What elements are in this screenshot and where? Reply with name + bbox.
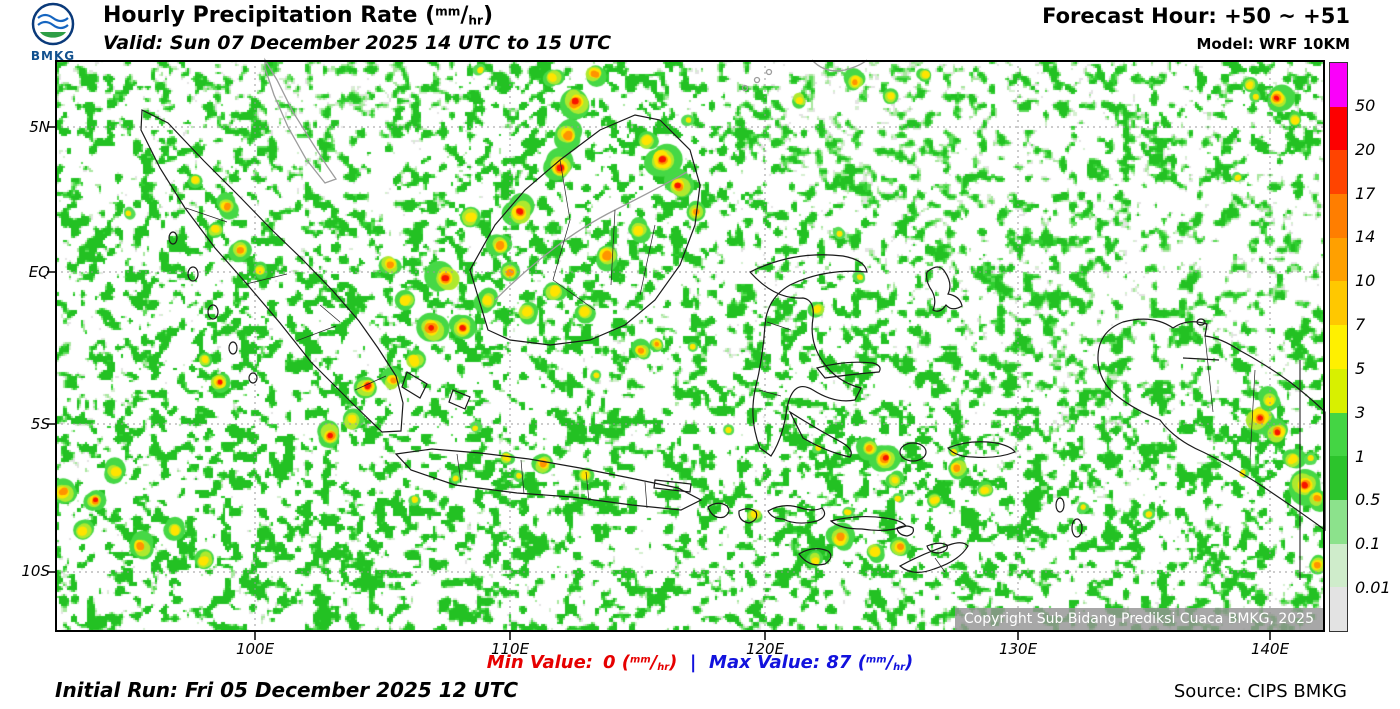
colorbar-segment bbox=[1330, 237, 1347, 282]
copyright-note: Copyright Sub Bidang Prediksi Cuaca BMKG… bbox=[954, 608, 1323, 630]
minmax-sep-wrap: | bbox=[684, 652, 703, 673]
bmkg-logo-icon bbox=[31, 2, 75, 46]
minmax-line: Min Value: 0 (mm/hr) | Max Value: 87 (mm/… bbox=[0, 652, 1400, 673]
lat-label-5s: 5S bbox=[30, 415, 50, 433]
max-value-label: Max Value: bbox=[709, 652, 821, 673]
valid-time: Valid: Sun 07 December 2025 14 UTC to 15… bbox=[103, 32, 612, 54]
lon-label-110e: 110E bbox=[490, 640, 530, 658]
minmax-min: Min Value: 0 (mm/hr) bbox=[487, 652, 678, 673]
unit-open: ( bbox=[425, 3, 436, 28]
colorbar-label: 1 bbox=[1355, 446, 1366, 466]
colorbar-segment bbox=[1330, 150, 1347, 195]
colorbar-segment bbox=[1330, 587, 1347, 631]
lat-label-5n: 5N bbox=[29, 118, 50, 136]
colorbar-segment bbox=[1330, 412, 1347, 457]
bmkg-logo: BMKG bbox=[12, 1, 94, 63]
lon-label-120e: 120E bbox=[745, 640, 785, 658]
colorbar-segment bbox=[1330, 499, 1347, 544]
colorbar-segment bbox=[1330, 63, 1347, 107]
precipitation-canvas bbox=[55, 60, 1325, 632]
model-label: Model: WRF 10KM bbox=[1196, 35, 1351, 53]
unit-close: ) bbox=[905, 652, 914, 673]
lon-label-100e: 100E bbox=[235, 640, 275, 658]
max-value: 87 bbox=[826, 652, 852, 673]
lon-label-130e: 130E bbox=[998, 640, 1038, 658]
unit-slash: / bbox=[650, 652, 658, 673]
unit-sup: mm bbox=[630, 654, 651, 666]
colorbar-label: 7 bbox=[1355, 315, 1366, 335]
colorbar-label: 20 bbox=[1355, 139, 1376, 159]
colorbar-label: 14 bbox=[1355, 227, 1376, 247]
unit-close: ) bbox=[483, 3, 494, 28]
page-title: Hourly Precipitation Rate (mm/hr) bbox=[103, 3, 493, 28]
unit-slash: / bbox=[460, 3, 469, 28]
lat-label-10s: 10S bbox=[21, 562, 50, 580]
colorbar-segment bbox=[1330, 106, 1347, 151]
max-unit: (mm/hr) bbox=[858, 652, 914, 673]
colorbar-label: 17 bbox=[1355, 183, 1376, 203]
lon-label-140e: 140E bbox=[1250, 640, 1290, 658]
colorbar-segment bbox=[1330, 281, 1347, 326]
colorbar-label: 0.5 bbox=[1355, 490, 1381, 510]
unit-sup: mm bbox=[865, 654, 887, 666]
forecast-hour: Forecast Hour: +50 ~ +51 bbox=[1042, 4, 1350, 28]
colorbar-segment bbox=[1330, 194, 1347, 238]
colorbar-segment bbox=[1330, 543, 1347, 588]
colorbar-label: 50 bbox=[1355, 95, 1376, 115]
colorbar bbox=[1329, 62, 1348, 632]
bmkg-logo-label: BMKG bbox=[30, 49, 76, 63]
colorbar-label: 0.1 bbox=[1355, 534, 1381, 554]
colorbar-label: 10 bbox=[1355, 271, 1376, 291]
title-unit: (mm/hr) bbox=[425, 3, 493, 28]
unit-sub: hr bbox=[468, 13, 483, 28]
unit-sub: hr bbox=[657, 661, 670, 673]
minmax-separator: | bbox=[689, 652, 697, 673]
unit-sup: mm bbox=[435, 4, 461, 19]
colorbar-label: 3 bbox=[1355, 402, 1366, 422]
min-value-label: Min Value: bbox=[486, 652, 593, 673]
unit-open: ( bbox=[621, 652, 631, 673]
min-unit: (mm/hr) bbox=[622, 652, 678, 673]
colorbar-segment bbox=[1330, 456, 1347, 500]
colorbar-label: 5 bbox=[1355, 358, 1366, 378]
unit-close: ) bbox=[669, 652, 678, 673]
colorbar-label: 0.01 bbox=[1355, 578, 1391, 598]
minmax-max: Max Value: 87 (mm/hr) bbox=[709, 652, 913, 673]
source-label: Source: CIPS BMKG bbox=[1173, 681, 1347, 702]
lat-label-eq: EQ bbox=[28, 263, 50, 281]
colorbar-labels: 50 20 17 14 10 7 5 3 1 0.5 0.1 0.01 bbox=[1355, 62, 1397, 632]
initial-run: Initial Run: Fri 05 December 2025 12 UTC bbox=[55, 678, 519, 702]
map-frame: Copyright Sub Bidang Prediksi Cuaca BMKG… bbox=[47, 57, 1326, 640]
page-title-text: Hourly Precipitation Rate bbox=[103, 3, 426, 28]
colorbar-segment bbox=[1330, 325, 1347, 369]
colorbar-segment bbox=[1330, 368, 1347, 413]
unit-sub: hr bbox=[893, 661, 905, 673]
unit-slash: / bbox=[886, 652, 894, 673]
unit-open: ( bbox=[857, 652, 866, 673]
min-value: 0 bbox=[602, 652, 616, 673]
